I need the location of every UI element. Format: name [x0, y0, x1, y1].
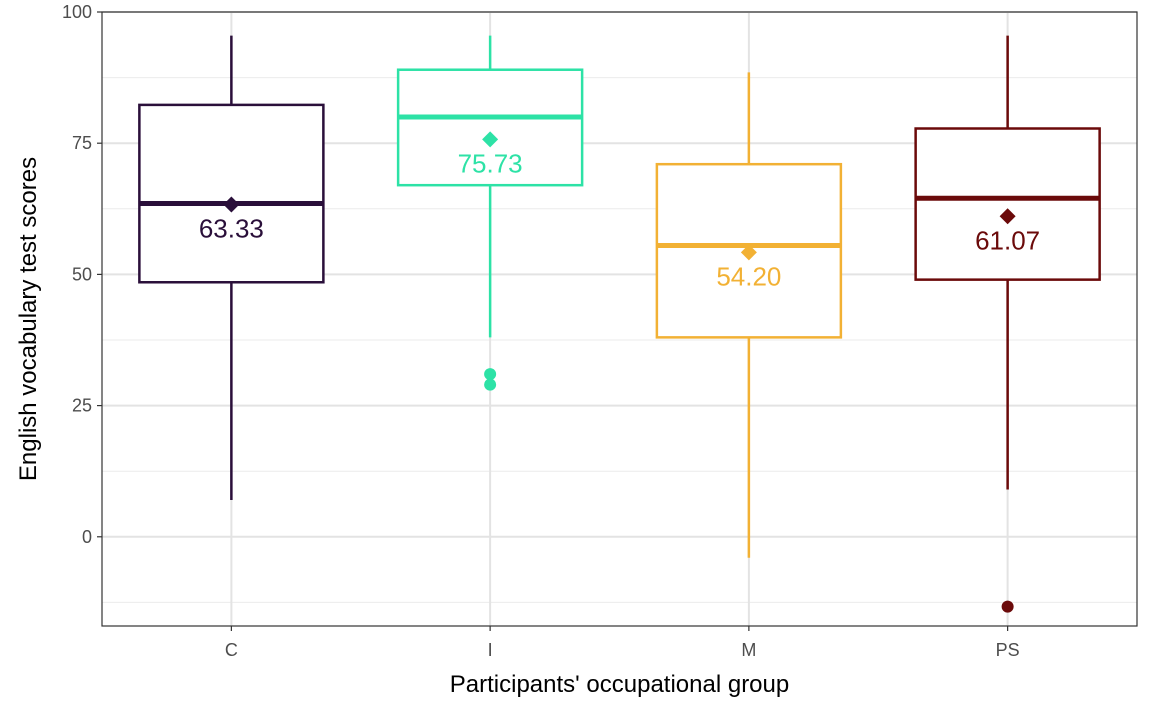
x-tick-label: M — [741, 640, 756, 660]
box-iqr — [914, 127, 1101, 281]
x-tick-label: I — [488, 640, 493, 660]
box-group-ps: 61.07 — [914, 35, 1101, 613]
y-tick-label: 100 — [62, 2, 92, 22]
mean-marker — [740, 244, 757, 261]
x-axis-title: Participants' occupational group — [450, 671, 789, 698]
y-tick-label: 25 — [72, 396, 92, 416]
box-group-m: 54.20 — [655, 72, 843, 558]
axes: 0 25 50 75 100 C I M PS — [62, 2, 1020, 660]
y-tick-label: 75 — [72, 133, 92, 153]
mean-marker — [223, 196, 240, 213]
mean-marker — [999, 208, 1016, 225]
outlier-point — [484, 368, 497, 381]
box-group-c: 63.33 — [138, 35, 325, 501]
y-tick-label: 0 — [82, 527, 92, 547]
box-iqr — [138, 103, 325, 284]
outlier-point — [484, 378, 497, 391]
y-axis-title: English vocabulary test scores — [15, 157, 42, 481]
mean-label: 75.73 — [458, 148, 523, 178]
box-group-i: 75.73 — [396, 35, 584, 391]
data-layer: 63.33 75.73 54.20 61.07 — [138, 35, 1101, 613]
outlier-point — [1001, 600, 1014, 613]
mean-label: 61.07 — [975, 225, 1040, 255]
x-tick-label: PS — [996, 640, 1020, 660]
box-iqr — [396, 68, 584, 187]
mean-marker — [482, 131, 499, 148]
panel-border — [101, 11, 1138, 627]
mean-label: 63.33 — [199, 213, 264, 243]
mean-label: 54.20 — [716, 261, 781, 291]
x-tick-label: C — [225, 640, 238, 660]
y-tick-label: 50 — [72, 264, 92, 284]
